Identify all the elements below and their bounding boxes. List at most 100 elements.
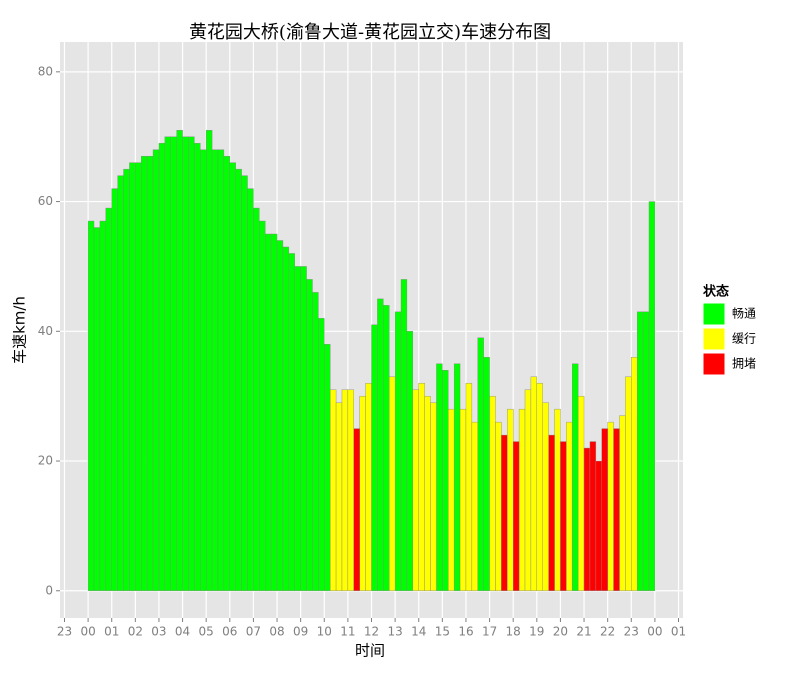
bar (418, 382, 425, 591)
x-tick-label: 23 (57, 625, 72, 639)
bar (642, 311, 650, 591)
x-tick-label: 20 (553, 625, 568, 639)
bar (465, 382, 473, 591)
bar (631, 357, 638, 591)
bar (99, 220, 107, 591)
bar (87, 220, 95, 591)
bar (383, 305, 390, 591)
bar (170, 136, 177, 591)
x-tick-label: 23 (624, 625, 639, 639)
bar (152, 149, 160, 591)
bar (164, 136, 171, 591)
bar (347, 389, 354, 591)
bar (371, 324, 378, 591)
bar (477, 337, 484, 591)
legend-label: 缓行 (732, 332, 756, 346)
bar (566, 421, 573, 591)
bar (211, 149, 219, 591)
bar (146, 155, 154, 591)
bar (276, 240, 284, 591)
bar (194, 142, 201, 591)
bar (300, 266, 307, 591)
legend-key (702, 327, 726, 351)
x-tick-label: 12 (364, 625, 379, 639)
bar (188, 136, 195, 591)
x-tick-label: 11 (340, 625, 355, 639)
x-tick-label: 16 (458, 625, 473, 639)
bar (625, 376, 632, 591)
bar (129, 162, 136, 591)
bar (619, 415, 626, 591)
x-tick-label: 07 (246, 625, 261, 639)
bar (141, 155, 148, 591)
x-tick-label: 14 (411, 625, 426, 639)
legend-key (702, 352, 726, 376)
bar (636, 311, 644, 591)
bar (442, 370, 449, 591)
bar (507, 408, 514, 591)
bar (453, 363, 461, 591)
bar (241, 175, 248, 591)
bar (176, 130, 183, 591)
bar (223, 155, 231, 591)
bar (412, 389, 419, 591)
x-axis-label: 时间 (355, 642, 385, 660)
bar (424, 395, 431, 591)
bar (335, 402, 343, 591)
x-tick-label: 21 (576, 625, 591, 639)
bar (394, 311, 402, 591)
bar (489, 395, 496, 591)
x-tick-label: 08 (269, 625, 284, 639)
x-tick-label: 18 (506, 625, 521, 639)
x-tick-label: 10 (317, 625, 332, 639)
x-tick-label: 00 (80, 625, 95, 639)
legend-label: 畅通 (732, 307, 756, 321)
x-tick-label: 15 (435, 625, 450, 639)
bar (430, 402, 437, 591)
bar (377, 298, 384, 591)
bar (601, 428, 608, 591)
legend-label: 拥堵 (732, 357, 756, 371)
bar (217, 149, 225, 591)
bar (518, 408, 526, 591)
bar (365, 382, 372, 591)
bar (542, 402, 549, 591)
bar (448, 408, 455, 591)
x-tick-label: 02 (128, 625, 143, 639)
bar (359, 395, 366, 591)
bar (294, 266, 301, 591)
legend-key (702, 302, 726, 326)
bar (483, 357, 490, 591)
bar (648, 201, 656, 591)
bar (253, 207, 260, 591)
chart-title: 黄花园大桥(渝鲁大道-黄花园立交)车速分布图 (189, 22, 551, 43)
bar (318, 318, 325, 591)
x-tick-label: 13 (387, 625, 402, 639)
x-tick-label: 09 (293, 625, 308, 639)
bar (613, 428, 620, 591)
bar (265, 233, 272, 591)
y-tick-label: 80 (38, 64, 53, 78)
bar (389, 376, 396, 591)
bar (560, 441, 567, 591)
bar (436, 363, 443, 591)
bar (548, 434, 555, 591)
bar (341, 389, 349, 591)
y-axis-label: 车速km/h (11, 296, 29, 364)
bar (123, 168, 130, 591)
bar (512, 441, 520, 591)
bar (158, 142, 166, 591)
bar (105, 207, 112, 591)
bar (595, 460, 602, 591)
bar (471, 421, 478, 591)
bar (235, 168, 242, 591)
bar (577, 395, 585, 591)
bar (400, 279, 408, 591)
legend-title: 状态 (703, 284, 729, 300)
bar (554, 408, 561, 591)
y-tick-label: 0 (45, 583, 53, 597)
x-tick-label: 01 (104, 625, 119, 639)
y-tick-label: 60 (38, 194, 53, 208)
bar (329, 389, 337, 591)
